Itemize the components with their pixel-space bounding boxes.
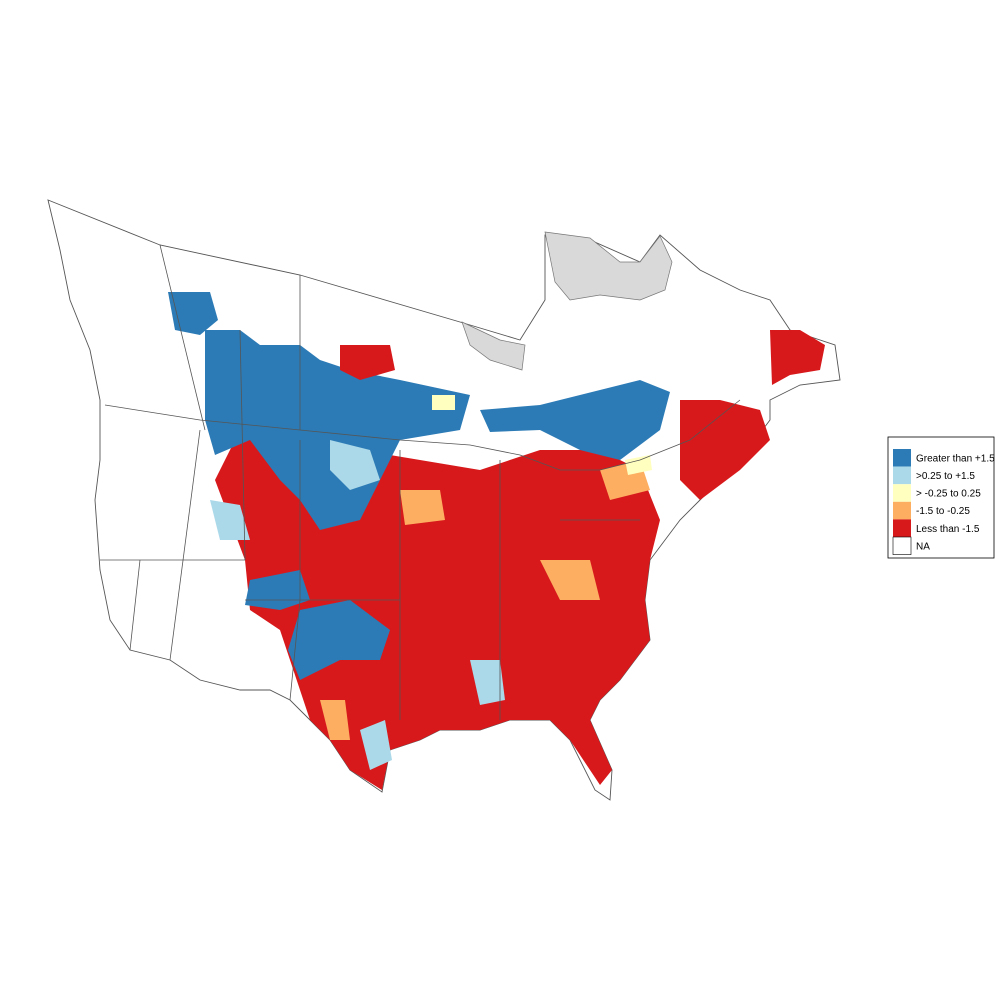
cell-region [770, 330, 825, 385]
legend: Greater than +1.5 >0.25 to +1.5 > -0.25 to… [887, 436, 995, 559]
cell-region [205, 330, 470, 530]
legend-swatch [893, 484, 911, 502]
cell-region [625, 455, 652, 475]
cell-region [540, 560, 600, 600]
legend-label: Greater than +1.5 [916, 453, 995, 464]
legend-label: NA [916, 541, 930, 552]
legend-swatch [892, 536, 912, 555]
legend-label: -1.5 to -0.25 [916, 506, 970, 517]
cell-region [320, 700, 350, 740]
legend-label: > -0.25 to 0.25 [916, 489, 981, 500]
legend-label: >0.25 to +1.5 [916, 471, 975, 482]
cell-region [340, 345, 395, 380]
cell-region [432, 395, 455, 410]
na-region [461, 321, 526, 371]
cell-region [470, 660, 505, 705]
cell-region [288, 600, 390, 680]
legend-label: Less than -1.5 [916, 524, 980, 535]
border-line [104, 399, 741, 471]
cell-region [480, 380, 670, 460]
cell-region [210, 500, 250, 540]
legend-swatch [893, 466, 911, 485]
cell-region [400, 490, 445, 525]
cell-region [330, 440, 380, 490]
cell-region [215, 430, 660, 790]
cell-region [360, 720, 392, 770]
cell-region [168, 292, 218, 335]
borders [100, 244, 741, 720]
legend-swatch [893, 449, 911, 467]
border-line [100, 244, 640, 720]
legend-swatch [893, 519, 911, 537]
na-region [544, 231, 673, 301]
cell-region [680, 400, 770, 500]
legend-swatch [893, 501, 911, 520]
